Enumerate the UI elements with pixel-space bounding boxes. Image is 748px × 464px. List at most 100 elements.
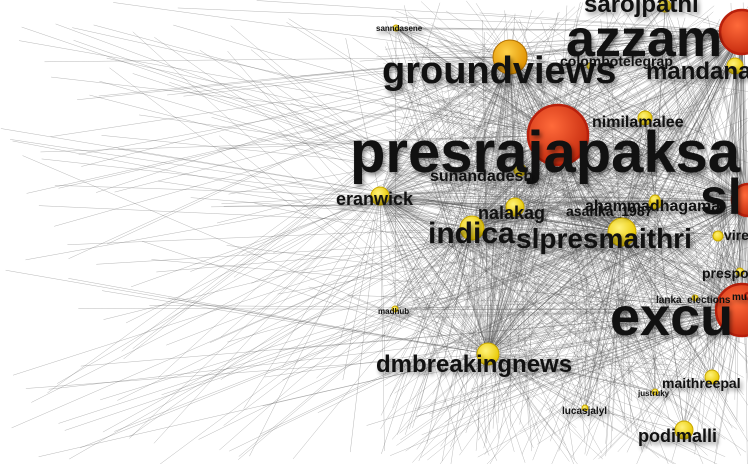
- node-label-shadow: sarojpathi: [586, 0, 701, 21]
- node-podimalli[interactable]: [674, 420, 694, 440]
- node-eranwick[interactable]: [370, 186, 390, 206]
- node-justruky[interactable]: [651, 388, 659, 396]
- graph-edge: [38, 353, 489, 457]
- graph-nodes: [370, 0, 748, 440]
- node-sl[interactable]: [730, 182, 748, 218]
- graph-edge: [550, 231, 623, 370]
- node-lucasjalyl[interactable]: [581, 404, 589, 412]
- graph-edge: [26, 31, 743, 194]
- graph-edge: [117, 227, 473, 401]
- graph-edge: [410, 353, 489, 368]
- graph-edge: [621, 231, 748, 358]
- node-label-shadow: podimalli: [640, 429, 719, 449]
- node-maithreepala[interactable]: [704, 369, 720, 385]
- graph-edge: [487, 137, 568, 355]
- node-label-nalakag: nalakag: [478, 203, 545, 223]
- graph-edge: [380, 56, 511, 342]
- graph-edge: [487, 353, 718, 464]
- node-vire[interactable]: [712, 230, 724, 242]
- node-label-vire: vire: [724, 227, 748, 243]
- node-mu[interactable]: [743, 291, 748, 301]
- node-mandana[interactable]: [726, 57, 744, 75]
- graph-edge: [379, 195, 386, 375]
- graph-edge: [487, 353, 577, 428]
- graph-edge: [38, 205, 623, 233]
- graph-edge: [89, 94, 623, 233]
- node-ahammadhagama[interactable]: [649, 194, 661, 206]
- graph-edge: [379, 195, 719, 237]
- graph-edge: [504, 31, 743, 394]
- node-lankaelections[interactable]: [691, 294, 699, 302]
- graph-edge: [48, 309, 743, 390]
- graph-edge: [471, 165, 714, 229]
- node-slpresmaithri[interactable]: [607, 217, 637, 247]
- graph-edge: [379, 195, 462, 451]
- graph-edge: [557, 134, 656, 393]
- graph-edge: [509, 56, 696, 299]
- graph-edge: [558, 231, 623, 452]
- graph-edge: [394, 308, 489, 355]
- graph-edge: [487, 36, 732, 355]
- graph-edge: [490, 56, 511, 315]
- node-excu[interactable]: [714, 282, 748, 338]
- graph-edge: [509, 56, 719, 237]
- graph-edge: [433, 272, 489, 355]
- graph-edge: [621, 231, 665, 402]
- node-azzam[interactable]: [718, 8, 748, 56]
- node-indica[interactable]: [459, 215, 485, 241]
- graph-edge: [209, 227, 473, 343]
- graph-edge: [394, 27, 397, 310]
- graph-edge: [395, 27, 586, 409]
- graph-edge: [379, 74, 422, 197]
- node-sanndasene[interactable]: [392, 24, 400, 32]
- graph-edge: [610, 231, 623, 448]
- node-sunandadesh[interactable]: [513, 163, 527, 177]
- graph-edge: [557, 134, 629, 438]
- graph-edge: [227, 50, 489, 355]
- graph-edge: [431, 52, 743, 311]
- node-madhub[interactable]: [391, 305, 399, 313]
- node-saroj[interactable]: [658, 0, 672, 13]
- node-dmbreakingnews[interactable]: [476, 342, 500, 366]
- node-presrajapaksa[interactable]: [526, 103, 590, 167]
- graph-edge: [509, 56, 581, 273]
- graph-edge: [621, 231, 713, 378]
- graph-edge: [557, 23, 739, 136]
- graph-edge: [509, 56, 741, 273]
- graph-edge: [701, 31, 743, 429]
- graph-edge: [379, 195, 703, 360]
- graph-edge: [566, 93, 748, 201]
- node-colombotelegraph[interactable]: [586, 62, 594, 70]
- graph-edge: [440, 106, 623, 233]
- graph-edge: [379, 13, 507, 197]
- graph-edge: [420, 1, 743, 311]
- graph-edge: [426, 154, 489, 355]
- graph-edge: [471, 227, 623, 233]
- graph-edge: [509, 56, 656, 393]
- node-nimilamalee[interactable]: [637, 110, 653, 126]
- node-label-dmbreakingnews: dmbreakingnews: [376, 351, 572, 378]
- node-groundviews[interactable]: [492, 39, 528, 75]
- graph-edge: [442, 281, 489, 355]
- node-label-sanndasene: sanndasene: [376, 24, 423, 33]
- graph-edge: [379, 195, 469, 354]
- node-nalakag[interactable]: [505, 197, 525, 217]
- graph-edge: [487, 27, 506, 355]
- graph-edge: [10, 139, 623, 233]
- graph-edge: [471, 77, 550, 229]
- graph-edge: [638, 0, 748, 201]
- graph-edge: [654, 202, 685, 431]
- graph-edge: [22, 155, 489, 355]
- graph-edge: [81, 56, 511, 167]
- graph-edge: [429, 139, 473, 229]
- graph-edge: [471, 227, 656, 393]
- graph-edge: [487, 353, 603, 460]
- graph-edge: [483, 134, 559, 449]
- node-presport[interactable]: [735, 267, 745, 277]
- graph-edge: [509, 56, 705, 271]
- graph-edge: [379, 195, 710, 383]
- graph-edge: [471, 227, 741, 273]
- graph-edge: [582, 199, 748, 339]
- graph-edge: [489, 31, 743, 464]
- graph-edge: [130, 134, 559, 288]
